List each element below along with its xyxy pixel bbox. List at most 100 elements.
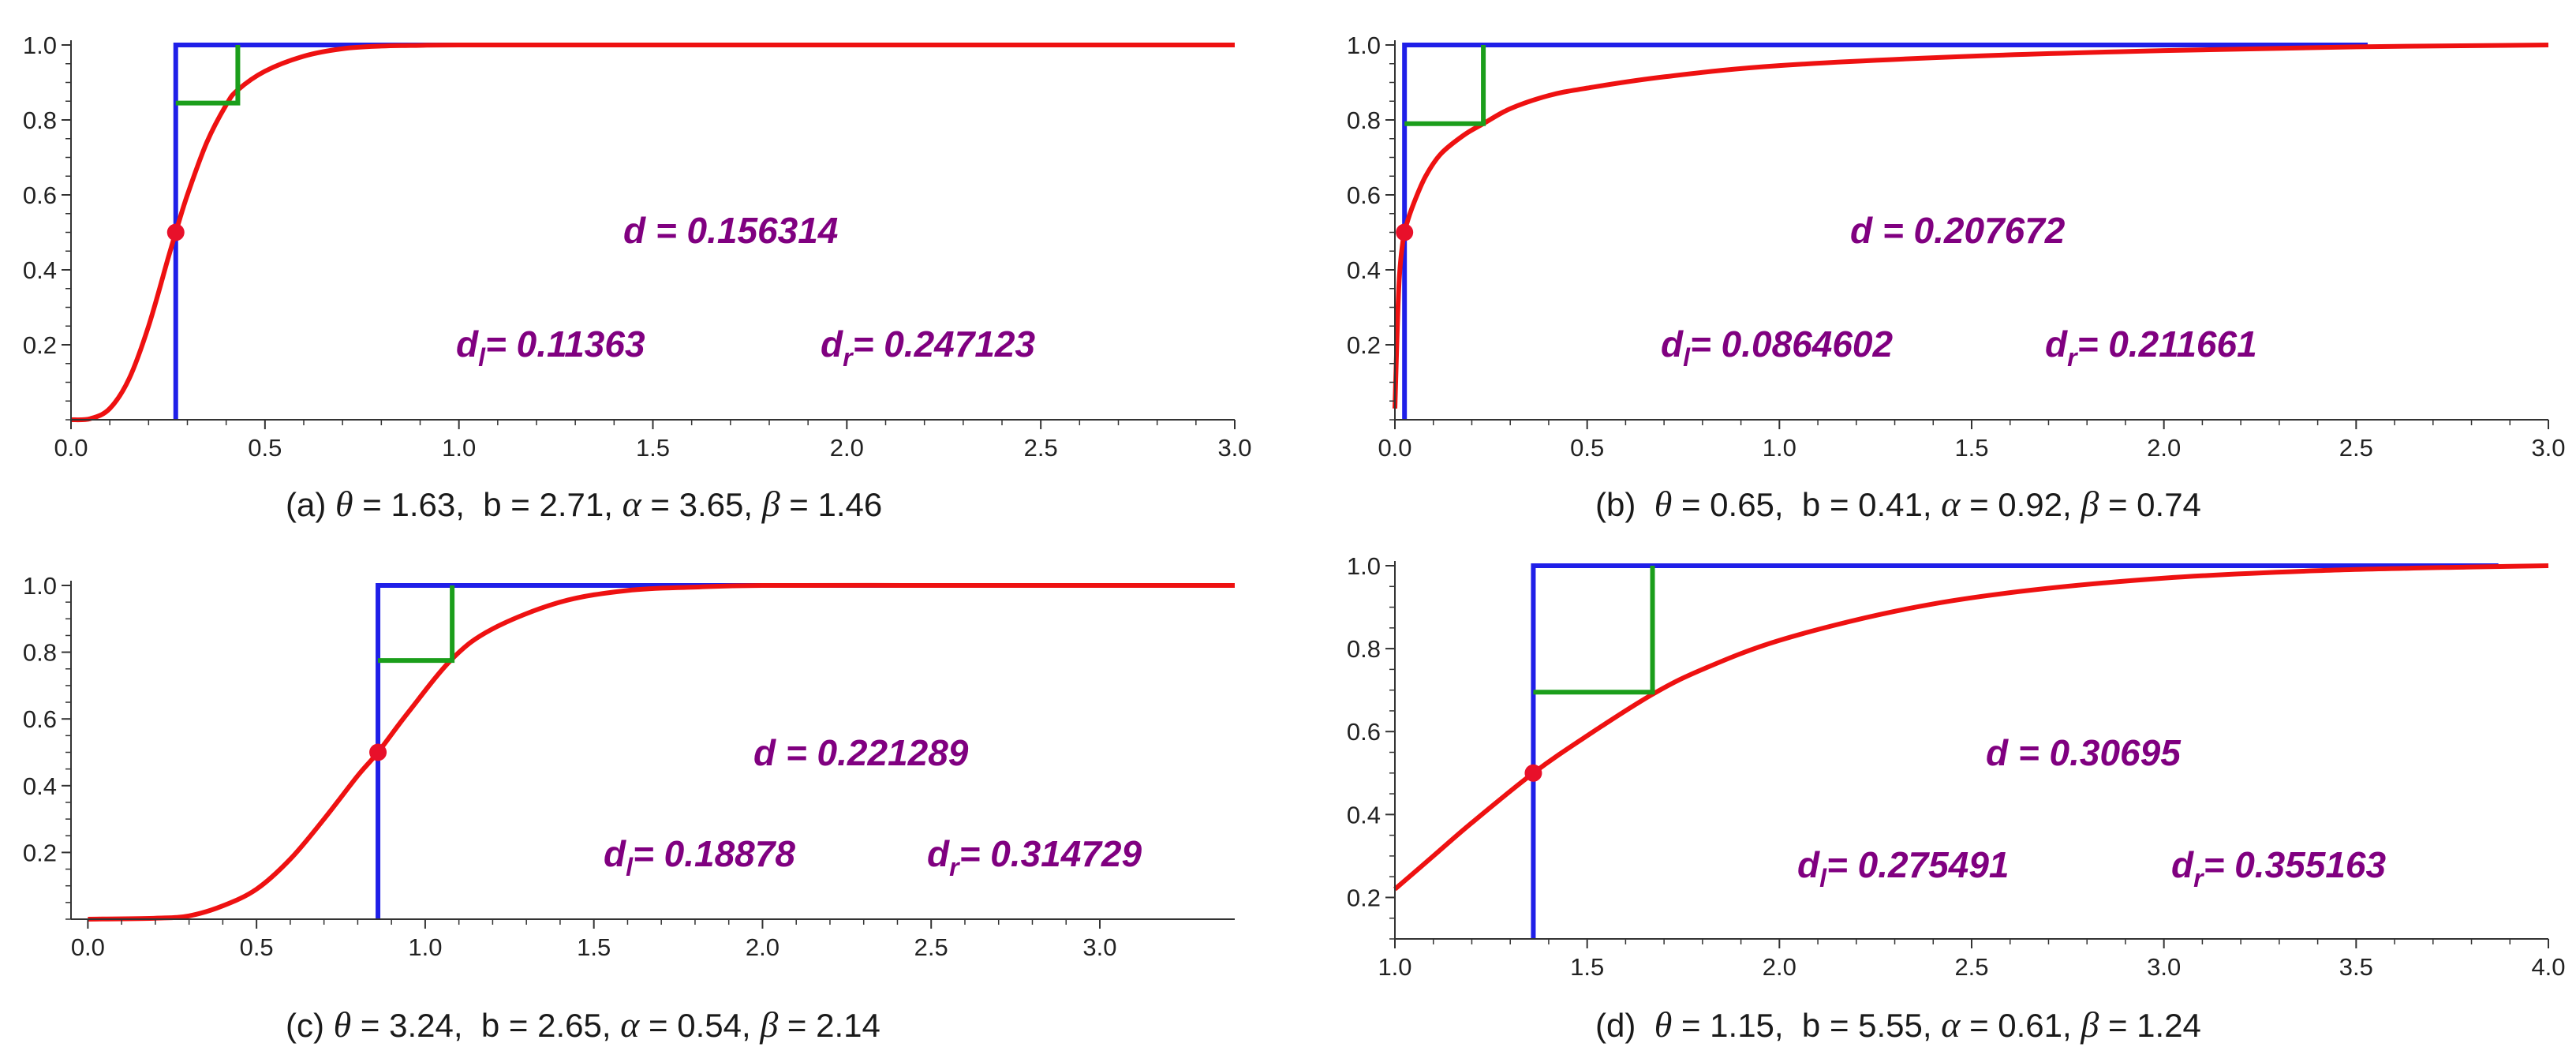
- x-tick-label: 3.0: [1082, 933, 1116, 961]
- step-function-line: [1531, 563, 2499, 939]
- stat-dr: dr= 0.247123: [821, 323, 1035, 372]
- caption-beta: 2.14: [816, 1007, 880, 1044]
- stat-dr: dr= 0.211661: [2045, 323, 2257, 372]
- caption-b: 5.55: [1858, 1007, 1923, 1044]
- caption-b: (b) θ = 0.65, b = 0.41, α = 0.92, β = 0.…: [1595, 484, 2201, 524]
- chart-panel-c: 0.0 0.5 1.0 1.5 2.0 2.5 3.0 0.2 0.4 0.6 0.8 1.0 d =…: [23, 572, 1235, 961]
- x-tick-label: 1.0: [442, 434, 476, 462]
- caption-alpha: 0.54: [677, 1007, 742, 1044]
- x-tick-label: 3.0: [2531, 434, 2565, 462]
- x-tick-label: 0.0: [71, 933, 105, 961]
- caption-beta: 1.24: [2137, 1007, 2201, 1044]
- x-tick-label: 1.0: [408, 933, 442, 961]
- x-tick-label: 2.0: [1763, 953, 1796, 981]
- x-tick-label: 1.5: [1570, 953, 1604, 981]
- caption-alpha: 0.92: [1998, 486, 2063, 523]
- x-tick-label: 0.5: [248, 434, 282, 462]
- caption-alpha: 3.65: [679, 486, 744, 523]
- median-point: [369, 743, 387, 761]
- x-tick-label: 2.5: [914, 933, 948, 961]
- y-tick-label: 0.2: [1347, 331, 1381, 359]
- caption-tag: (a): [286, 486, 327, 523]
- y-tick-label: 0.4: [23, 772, 57, 800]
- x-tick-label: 2.0: [830, 434, 864, 462]
- deviation-bracket: [1404, 45, 1486, 126]
- chart-panel-d: 1.0 1.5 2.0 2.5 3.0 3.5 4.0 0.2 0.4 0.6 0.8 1.0 d =…: [1347, 552, 2566, 981]
- x-tick-label: 1.0: [1763, 434, 1796, 462]
- y-tick-label: 0.4: [1347, 801, 1381, 828]
- y-tick-label: 0.6: [23, 705, 57, 733]
- deviation-bracket: [175, 45, 241, 106]
- y-tick-label: 1.0: [1347, 552, 1381, 580]
- cdf-curve: [1393, 563, 2549, 892]
- x-tick-label: 1.5: [577, 933, 611, 961]
- caption-b: 0.41: [1858, 486, 1923, 523]
- stat-d: d = 0.156314: [623, 210, 838, 251]
- chart-panel-a: 0.0 0.5 1.0 1.5 2.0 2.5 3.0 0.2 0.4 0.6 0.8 1.0 d =…: [23, 32, 1252, 462]
- x-tick-label: 0.5: [240, 933, 274, 961]
- y-tick-label: 0.8: [23, 639, 57, 667]
- caption-a: (a) θ = 1.63, b = 2.71, α = 3.65, β = 1.…: [286, 484, 883, 524]
- x-tick-label: 3.0: [2147, 953, 2181, 981]
- x-tick-label: 2.5: [1024, 434, 1058, 462]
- y-tick-label: 1.0: [23, 572, 57, 600]
- x-tick-label: 4.0: [2531, 953, 2565, 981]
- stat-d: d = 0.30695: [1986, 732, 2182, 773]
- caption-alpha: 0.61: [1998, 1007, 2063, 1044]
- y-tick-label: 0.2: [1347, 884, 1381, 911]
- y-tick-label: 0.8: [23, 107, 57, 134]
- caption-d: (d) θ = 1.15, b = 5.55, α = 0.61, β = 1.…: [1595, 1004, 2201, 1045]
- deviation-bracket: [1533, 566, 1655, 695]
- y-tick-label: 0.2: [23, 331, 57, 359]
- median-point: [1524, 764, 1542, 782]
- caption-b: 2.65: [537, 1007, 602, 1044]
- caption-tag: (c): [286, 1007, 324, 1044]
- y-tick-label: 0.6: [1347, 181, 1381, 209]
- stat-dl: dl= 0.11363: [456, 323, 645, 372]
- y-tick-label: 0.6: [23, 181, 57, 209]
- caption-beta: 1.46: [817, 486, 883, 523]
- stat-dr: dr= 0.314729: [927, 833, 1142, 881]
- y-tick-label: 0.6: [1347, 718, 1381, 746]
- caption-theta: 1.63: [391, 486, 456, 523]
- x-tick-label: 3.0: [1217, 434, 1251, 462]
- x-tick-label: 0.0: [54, 434, 88, 462]
- stat-dl: dl= 0.0864602: [1661, 323, 1894, 372]
- stat-dl: dl= 0.18878: [604, 833, 795, 881]
- caption-beta: 0.74: [2137, 486, 2201, 523]
- caption-tag: (b): [1595, 486, 1636, 523]
- x-tick-label: 2.5: [1954, 953, 1988, 981]
- chart-panel-b: 0.0 0.5 1.0 1.5 2.0 2.5 3.0 0.2 0.4 0.6 0.8 1.0 d =…: [1347, 32, 2566, 462]
- step-function-line: [1402, 43, 2368, 420]
- stat-d: d = 0.221289: [753, 732, 969, 773]
- caption-theta: 1.15: [1710, 1007, 1774, 1044]
- deviation-bracket: [378, 585, 455, 664]
- y-tick-label: 0.8: [1347, 107, 1381, 134]
- stat-dr: dr= 0.355163: [2171, 844, 2386, 892]
- caption-theta: 3.24: [389, 1007, 454, 1044]
- y-tick-label: 1.0: [23, 32, 57, 59]
- y-tick-label: 0.8: [1347, 635, 1381, 663]
- x-tick-label: 0.5: [1570, 434, 1604, 462]
- median-point: [166, 223, 185, 241]
- cdf-curve: [70, 42, 1235, 423]
- y-tick-label: 0.4: [1347, 256, 1381, 284]
- y-tick-label: 0.2: [23, 839, 57, 866]
- x-tick-label: 3.5: [2339, 953, 2373, 981]
- x-tick-label: 2.0: [2147, 434, 2181, 462]
- median-point: [1396, 223, 1414, 241]
- y-tick-label: 0.4: [23, 256, 57, 284]
- x-tick-label: 1.0: [1378, 953, 1411, 981]
- caption-theta: 0.65: [1710, 486, 1774, 523]
- x-tick-label: 2.5: [2339, 434, 2373, 462]
- x-tick-label: 1.5: [1954, 434, 1988, 462]
- caption-c: (c) θ = 3.24, b = 2.65, α = 0.54, β = 2.…: [286, 1004, 880, 1045]
- x-tick-label: 0.0: [1378, 434, 1411, 462]
- caption-tag: (d): [1595, 1007, 1636, 1044]
- x-tick-label: 1.5: [636, 434, 670, 462]
- caption-b: 2.71: [539, 486, 604, 523]
- stat-dl: dl= 0.275491: [1797, 844, 2010, 892]
- y-tick-label: 1.0: [1347, 32, 1381, 59]
- stat-d: d = 0.207672: [1850, 210, 2066, 251]
